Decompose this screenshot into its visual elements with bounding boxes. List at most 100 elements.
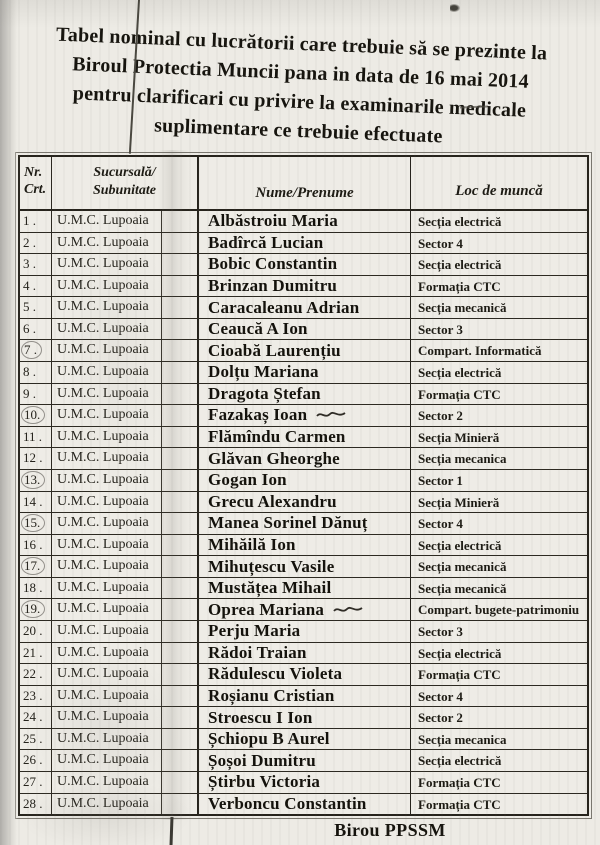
unit-cell: U.M.C. Lupoaia: [52, 577, 162, 599]
row-number: 18 .: [23, 579, 43, 595]
table-row: 4 . U.M.C. Lupoaia Brinzan Dumitru Formația…: [20, 275, 587, 298]
unit-cell: U.M.C. Lupoaia: [52, 362, 162, 383]
unit-cell: U.M.C. Lupoaia: [52, 426, 162, 448]
worker-name: Oprea Mariana: [208, 599, 325, 619]
workplace-cell: Sector 2: [418, 710, 463, 726]
worker-name: Cioabă Laurențiu: [208, 340, 341, 360]
name-cell: Mihuțescu Vasile: [199, 556, 411, 577]
scan-artifact-cell: [162, 685, 199, 707]
unit-cell: U.M.C. Lupoaia: [52, 642, 162, 664]
row-number-cell: 26 .: [20, 750, 52, 772]
name-cell: Flămîndu Carmen: [199, 426, 411, 448]
pencil-circle-annotation: 15.: [21, 514, 46, 533]
unit-cell: U.M.C. Lupoaia: [52, 232, 162, 254]
workplace-cell: Compart. bugete-patrimoniu: [418, 602, 580, 618]
scan-artifact-cell: [162, 534, 199, 556]
table-row: 3 . U.M.C. Lupoaia Bobic Constantin Secția …: [20, 254, 587, 276]
unit-cell: U.M.C. Lupoaia: [52, 556, 162, 577]
worker-name: Perju Maria: [208, 621, 301, 641]
row-number: 4 .: [23, 277, 36, 293]
pencil-circle-annotation: 10.: [21, 406, 46, 425]
name-cell: Șoșoi Dumitru: [199, 750, 411, 772]
workplace-cell: Secția mecanica: [418, 451, 507, 467]
header-nume-prenume: Nume/Prenume: [199, 157, 411, 209]
table-row: 2 . U.M.C. Lupoaia Badîrcă Lucian Sector 4: [20, 232, 587, 255]
table-row: 5 . U.M.C. Lupoaia Caracaleanu Adrian Secți…: [20, 297, 587, 319]
name-cell: Mihăilă Ion: [199, 534, 411, 556]
name-cell: Rădoi Traian: [199, 642, 411, 664]
row-number-cell: 12 .: [20, 448, 52, 469]
scan-artifact-cell: [162, 469, 199, 491]
table-row: 7 . U.M.C. Lupoaia Cioabă Laurențiu Compart…: [20, 340, 587, 363]
row-number-cell: 6 .: [20, 318, 52, 340]
row-number: 1 .: [23, 213, 36, 228]
scan-artifact-cell: [162, 362, 199, 383]
scan-artifact-cell: [162, 793, 199, 815]
workplace-cell: Sector 4: [418, 235, 463, 251]
worker-name: Rădoi Traian: [208, 642, 307, 662]
scan-artifact-cell: [162, 254, 199, 275]
name-cell: Caracaleanu Adrian: [199, 297, 411, 318]
table-row: 6 . U.M.C. Lupoaia Ceaucă A Ion Sector 3: [20, 318, 587, 341]
unit-cell: U.M.C. Lupoaia: [52, 383, 162, 405]
row-number: 23 .: [23, 687, 43, 703]
workplace-cell: Secția mecanică: [418, 580, 507, 596]
unit-cell: U.M.C. Lupoaia: [52, 340, 162, 362]
workplace-cell: Secția Minieră: [418, 494, 500, 510]
worker-name: Caracaleanu Adrian: [208, 297, 360, 317]
worker-name: Manea Sorinel Dănuț: [208, 513, 368, 533]
name-cell: Ceaucă A Ion: [199, 318, 411, 340]
unit-cell: U.M.C. Lupoaia: [52, 664, 162, 685]
name-cell: Mustățea Mihail: [199, 577, 411, 599]
header-unit-line2: Subunitate: [92, 183, 157, 198]
row-number-cell: 18 .: [20, 577, 52, 599]
table-row: 13. U.M.C. Lupoaia Gogan Ion Sector 1: [20, 469, 587, 492]
table-row: 18 . U.M.C. Lupoaia Mustățea Mihail Secția …: [20, 577, 587, 600]
workplace-cell: Compart. Informatică: [418, 343, 542, 359]
scan-artifact-cell: [162, 448, 199, 469]
row-number-cell: 23 .: [20, 685, 52, 707]
row-number-cell: 27 .: [20, 772, 52, 793]
worker-name: Rădulescu Violeta: [208, 664, 343, 684]
row-number-cell: 19.: [20, 599, 52, 620]
header-sucursala-subunitate: Sucursală/ Subunitate: [52, 157, 199, 209]
pencil-circle-annotation: 13.: [21, 470, 46, 489]
name-cell: Bobic Constantin: [199, 254, 411, 275]
name-cell: Dragota Ștefan: [199, 383, 411, 405]
workplace-cell: Sector 2: [418, 408, 463, 424]
worker-name: Șchiopu B Aurel: [208, 729, 330, 749]
worker-name: Glăvan Gheorghe: [208, 448, 340, 468]
scan-artifact-cell: [162, 340, 199, 362]
row-number: 2 .: [23, 234, 36, 250]
unit-cell: U.M.C. Lupoaia: [52, 620, 162, 642]
scan-artifact-cell: [162, 318, 199, 340]
table-row: 28 . U.M.C. Lupoaia Verboncu Constantin For…: [20, 793, 587, 815]
workplace-cell: Formația CTC: [418, 667, 501, 683]
name-cell: Rădulescu Violeta: [199, 664, 411, 685]
row-number-cell: 20 .: [20, 620, 52, 642]
worker-name: Șoșoi Dumitru: [208, 750, 316, 770]
workers-table: Nr. Crt. Sucursală/ Subunitate Nume/Pren…: [15, 152, 592, 819]
row-number: 22 .: [23, 666, 43, 682]
table-row: 14 . U.M.C. Lupoaia Grecu Alexandru Secția …: [20, 491, 587, 514]
worker-name: Verboncu Constantin: [208, 793, 367, 813]
name-cell: Verboncu Constantin: [199, 793, 411, 815]
row-number-cell: 11 .: [20, 426, 52, 448]
row-number: 8 .: [23, 364, 36, 380]
workplace-cell: Secția mecanică: [418, 559, 507, 575]
document-title: Tabel nominal cu lucrătorii care trebuie…: [14, 19, 586, 157]
name-cell: Badîrcă Lucian: [199, 232, 411, 254]
row-number-cell: 14 .: [20, 491, 52, 513]
unit-cell: U.M.C. Lupoaia: [52, 254, 162, 275]
row-number: 24 .: [23, 709, 43, 725]
header-nr-line1: Nr.: [24, 165, 43, 180]
table-row: 22 . U.M.C. Lupoaia Rădulescu Violeta Forma…: [20, 664, 587, 686]
row-number-cell: 21 .: [20, 642, 52, 664]
unit-cell: U.M.C. Lupoaia: [52, 448, 162, 469]
row-number-cell: 9 .: [20, 383, 52, 405]
name-cell: Roșianu Cristian: [199, 685, 411, 707]
worker-name: Dragota Ștefan: [208, 383, 321, 403]
row-number: 11 .: [23, 428, 43, 444]
worker-name: Fazakaș Ioan: [208, 405, 308, 425]
